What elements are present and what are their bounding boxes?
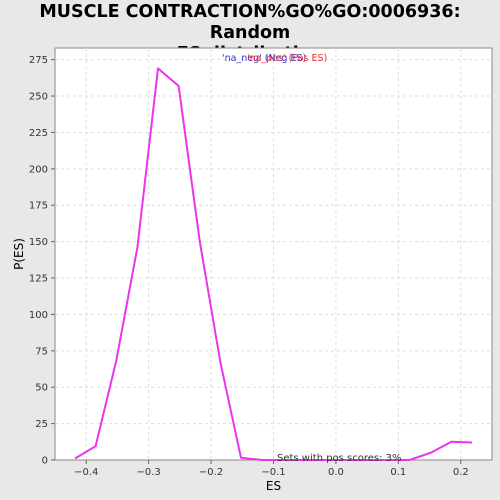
y-tick-label: 200	[29, 164, 48, 175]
y-tick-label: 75	[35, 346, 48, 357]
y-tick-label: 50	[35, 383, 48, 394]
grid-lines	[55, 48, 492, 460]
y-tick-label: 100	[29, 310, 48, 321]
x-axis-label: ES	[266, 479, 281, 493]
pos-scores-annotation: Sets with pos scores: 3%	[277, 453, 402, 464]
series-layer	[74, 67, 473, 461]
y-tick-label: 25	[35, 419, 48, 430]
x-tick-label: −0.2	[199, 467, 223, 478]
series-line-na-neg	[74, 67, 473, 461]
y-tick-label: 125	[29, 274, 48, 285]
x-tick-label: 0.1	[390, 467, 406, 478]
x-tick-label: −0.4	[74, 467, 98, 478]
y-tick-label: 0	[42, 456, 48, 467]
legend-entry-na-pos: 'na_pos' (Pos ES)	[247, 53, 327, 64]
x-tick-label: 0.2	[453, 467, 469, 478]
y-tick-label: 225	[29, 128, 48, 139]
y-tick-label: 175	[29, 201, 48, 212]
legend-entry-na-neg: 'na_neg' (Neg ES)	[222, 53, 306, 64]
axes: 0 25 50 75 100 125 150 175 200 225 250 275 −0.4 −0.3 −…	[29, 55, 469, 478]
y-tick-label: 275	[29, 55, 48, 66]
x-tick-label: −0.3	[136, 467, 160, 478]
x-tick-label: −0.1	[261, 467, 285, 478]
y-tick-label: 250	[29, 92, 48, 103]
chart-title-line1: MUSCLE CONTRACTION%GO%GO:0006936: Random	[39, 2, 461, 43]
labels-layer: ES P(ES) 'na_neg' (Neg ES)'na_pos' (Pos ES…	[12, 53, 402, 493]
x-tick-label: 0.0	[328, 467, 344, 478]
y-tick-label: 150	[29, 237, 48, 248]
y-axis-label: P(ES)	[12, 238, 26, 270]
